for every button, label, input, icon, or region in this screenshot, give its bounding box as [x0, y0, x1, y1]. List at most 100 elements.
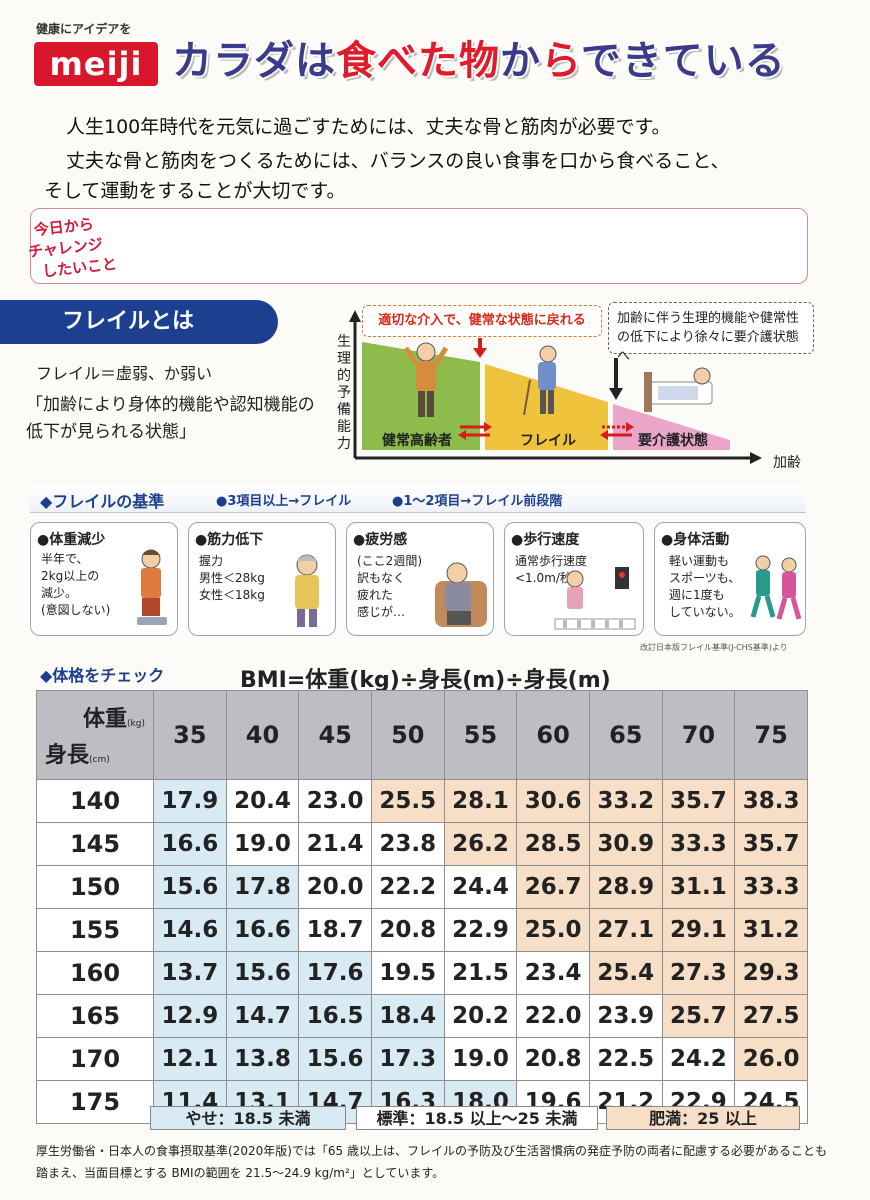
x-axis-arrow	[750, 452, 762, 464]
criteria-card-weight-loss: ●体重減少 半年で、 2kg以上の 減少。 (意図しない)	[30, 522, 178, 636]
bmi-table-body: 140 17.9 20.4 23.0 25.5 28.1 30.6 33.2 35.7 38.3 1…	[36, 779, 808, 1124]
bmi-cell: 20.8	[516, 1037, 590, 1081]
bmi-cell: 31.1	[661, 865, 736, 909]
weight-loss-illustration	[137, 549, 167, 625]
bmi-row: 145 16.6 19.0 21.4 23.8 26.2 28.5 30.9 33.3 35.7	[36, 822, 808, 866]
bmi-cell: 15.6	[225, 951, 300, 995]
physical-activity-illustration	[750, 555, 802, 620]
bmi-cell: 13.8	[225, 1037, 300, 1081]
bmi-cell: 22.2	[370, 865, 445, 909]
challenge-writing-box[interactable]	[30, 208, 808, 284]
criteria-rule-prefrail: ●1〜2項目→フレイル前段階	[392, 494, 563, 509]
footnote-line-1: 厚生労働省・日本人の食事摂取基準(2020年版)では「65 歳以上は、フレイルの…	[36, 1144, 827, 1158]
y-axis-arrow	[349, 310, 361, 322]
bmi-cell: 20.8	[370, 908, 445, 952]
bmi-cell: 24.2	[661, 1037, 736, 1081]
bmi-cell: 25.0	[516, 908, 590, 952]
bmi-cell: 35.7	[661, 779, 736, 823]
bmi-cell: 20.4	[225, 779, 300, 823]
challenge-label: 今日から チャレンジ したいこと	[27, 215, 118, 281]
brand-tagline: 健康にアイデアを	[36, 22, 132, 36]
height-label: 身長(cm)	[45, 743, 110, 768]
intro-line-1: 人生100年時代を元気に過ごすためには、丈夫な骨と筋肉が必要です。	[66, 116, 671, 138]
bmi-cell: 22.9	[443, 908, 518, 952]
bmi-row: 140 17.9 20.4 23.0 25.5 28.1 30.6 33.2 35.7 38.3	[36, 779, 808, 823]
bmi-cell: 19.5	[370, 951, 445, 995]
criteria-title: ◆フレイルの基準	[40, 492, 165, 511]
bmi-cell: 38.3	[734, 779, 808, 823]
bmi-cell: 25.7	[661, 994, 736, 1038]
card-title: ●筋力低下	[195, 532, 264, 548]
weight-header: 40	[225, 690, 300, 780]
bmi-header-row: 体重(kg) 身長(cm) 35 40 45 50 55 60 65 70 75	[36, 690, 808, 780]
bmi-row: 165 12.9 14.7 16.5 18.4 20.2 22.0 23.9 25.7 27.5	[36, 994, 808, 1038]
bmi-cell: 17.9	[153, 779, 227, 823]
fatigue-illustration	[435, 562, 487, 627]
criteria-source-note: 改訂日本版フレイル基準(J-CHS基準)より	[640, 643, 788, 652]
bmi-cell: 28.1	[443, 779, 518, 823]
height-header: 145	[36, 822, 154, 866]
height-header: 175	[36, 1080, 154, 1124]
bmi-cell: 21.4	[298, 822, 372, 866]
bmi-cell: 20.0	[298, 865, 372, 909]
bmi-cell: 14.7	[225, 994, 300, 1038]
bmi-cell: 27.5	[734, 994, 808, 1038]
bmi-cell: 18.4	[370, 994, 445, 1038]
card-body: 半年で、 2kg以上の 減少。 (意図しない)	[41, 552, 111, 617]
bmi-cell: 33.3	[661, 822, 736, 866]
bmi-cell: 28.5	[516, 822, 590, 866]
bmi-cell: 15.6	[298, 1037, 372, 1081]
height-header: 155	[36, 908, 154, 952]
bmi-row: 150 15.6 17.8 20.0 22.2 24.4 26.7 28.9 31.1 33.3	[36, 865, 808, 909]
bmi-cell: 30.9	[588, 822, 663, 866]
bmi-cell: 16.6	[225, 908, 300, 952]
bmi-cell: 31.2	[734, 908, 808, 952]
footnote-line-2: 踏まえ、当面目標とする BMIの範囲を 21.5〜24.9 kg/m²」としてい…	[36, 1166, 445, 1180]
bmi-cell: 33.2	[588, 779, 663, 823]
bmi-cell: 13.7	[153, 951, 227, 995]
legend-underweight: やせ：18.5 未満	[150, 1106, 346, 1130]
bmi-cell: 28.9	[588, 865, 663, 909]
card-body: (ここ2週間) 訳もなく 疲れた 感じが…	[357, 554, 422, 619]
bmi-cell: 24.4	[443, 865, 518, 909]
stage-label-frail: フレイル	[520, 433, 576, 449]
bmi-cell: 12.1	[153, 1037, 227, 1081]
weight-header: 65	[588, 690, 663, 780]
weight-header: 45	[298, 690, 372, 780]
card-title: ●身体活動	[661, 532, 730, 548]
bmi-row: 160 13.7 15.6 17.6 19.5 21.5 23.4 25.4 27.3 29.3	[36, 951, 808, 995]
bmi-cell: 17.3	[370, 1037, 445, 1081]
weight-label: 体重(kg)	[83, 707, 145, 732]
page-headline: カラダは食べた物からできている	[172, 38, 786, 84]
frail-section-title: フレイルとは	[0, 300, 278, 344]
weight-header: 70	[661, 690, 736, 780]
height-header: 140	[36, 779, 154, 823]
bidirectional-arrow-1	[458, 422, 492, 440]
card-title: ●歩行速度	[511, 532, 580, 548]
bmi-row: 170 12.1 13.8 15.6 17.3 19.0 20.8 22.5 24.2 26.0	[36, 1037, 808, 1081]
card-body: 握力 男性＜28kg 女性＜18kg	[199, 554, 265, 602]
bmi-cell: 27.1	[588, 908, 663, 952]
legend-normal: 標準：18.5 以上〜25 未満	[356, 1106, 598, 1130]
card-title: ●体重減少	[37, 532, 106, 548]
care-area	[613, 404, 730, 450]
bmi-cell: 21.5	[443, 951, 518, 995]
bmi-cell: 23.0	[298, 779, 372, 823]
bidirectional-arrow-2	[600, 422, 634, 440]
height-header: 150	[36, 865, 154, 909]
weight-header: 35	[153, 690, 227, 780]
criteria-rule-frail: ●3項目以上→フレイル	[216, 494, 352, 509]
bmi-cell: 25.4	[588, 951, 663, 995]
bmi-section-title: ◆体格をチェック	[40, 666, 165, 685]
bmi-table: 体重(kg) 身長(cm) 35 40 45 50 55 60 65 70 75 140 17.9…	[36, 690, 808, 1124]
stage-label-healthy: 健常高齢者	[382, 433, 452, 449]
bmi-cell: 23.8	[370, 822, 445, 866]
bmi-formula: BMI=体重(kg)÷身長(m)÷身長(m)	[240, 668, 611, 693]
x-axis-label: 加齢	[773, 455, 801, 471]
bmi-cell: 25.5	[370, 779, 445, 823]
card-title: ●疲労感	[353, 532, 408, 548]
bmi-cell: 26.2	[443, 822, 518, 866]
frailty-diagram	[349, 310, 762, 464]
bmi-row: 155 14.6 16.6 18.7 20.8 22.9 25.0 27.1 29.1 31.2	[36, 908, 808, 952]
bmi-cell: 35.7	[734, 822, 808, 866]
